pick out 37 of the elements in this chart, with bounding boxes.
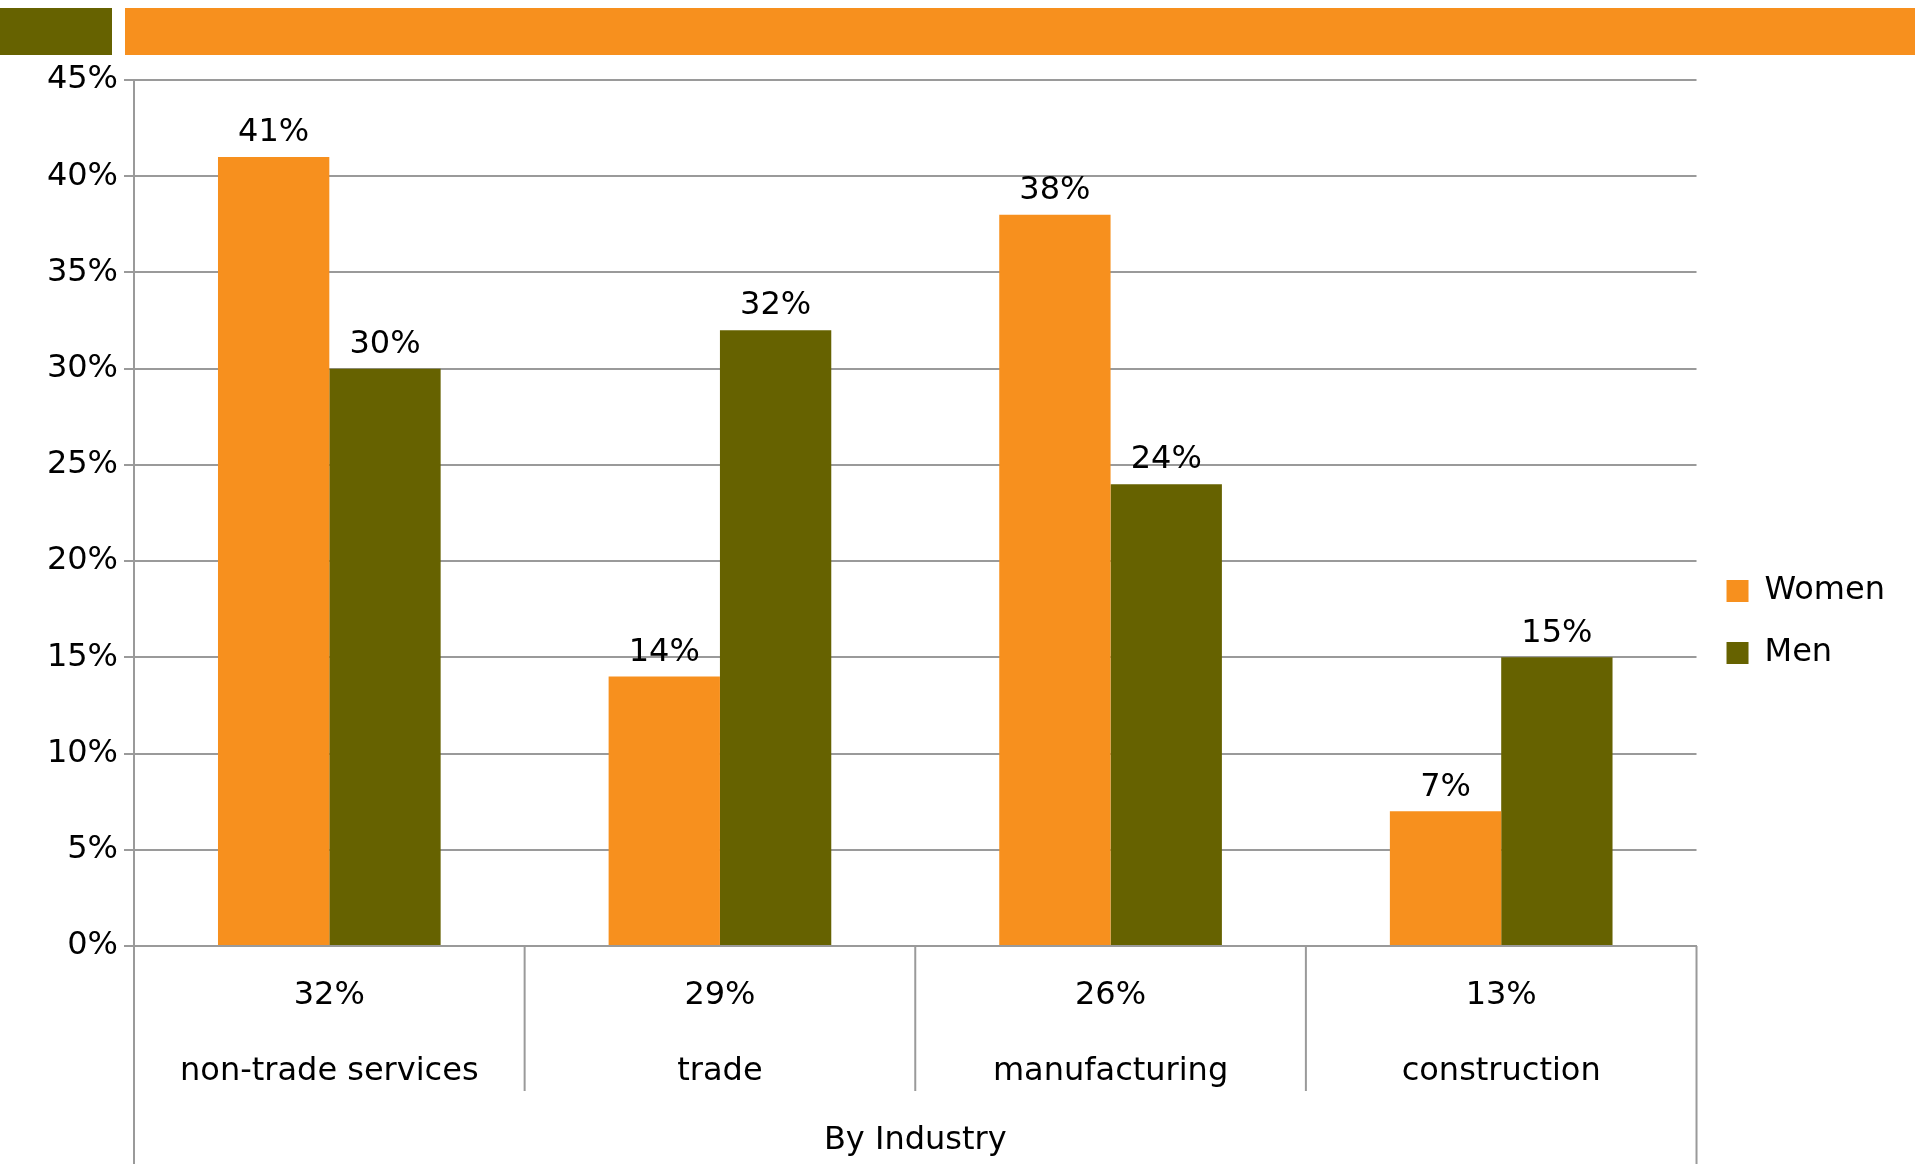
y-tick-label: 30%: [46, 346, 118, 385]
text: 26%: [1075, 974, 1147, 1013]
data-label: 32%: [740, 284, 812, 323]
y-tick-label: 35%: [46, 250, 118, 289]
data-label: 14%: [628, 630, 700, 669]
data-label: 41%: [238, 111, 310, 150]
y-tick-label: 5%: [67, 828, 118, 867]
bar: [1110, 484, 1222, 945]
text: 29%: [684, 974, 756, 1013]
y-tick-label: 40%: [46, 154, 118, 193]
bar: [999, 214, 1111, 945]
text: 13%: [1465, 974, 1537, 1013]
x-tick-label: trade: [677, 1049, 763, 1088]
x-axis-title: By Industry: [823, 1119, 1007, 1158]
x-tick-label: manufacturing: [992, 1049, 1229, 1088]
y-tick-label: 0%: [67, 924, 118, 963]
data-label: 15%: [1521, 611, 1593, 650]
text: 32%: [293, 974, 365, 1013]
bar: [608, 676, 720, 945]
bar: [719, 330, 832, 945]
bar: [1501, 657, 1613, 945]
bar: [1389, 811, 1502, 945]
x-tick-label: non-trade services: [180, 1049, 479, 1088]
legend-label: Women: [1764, 569, 1885, 608]
bar: [329, 368, 441, 945]
data-label: 30%: [349, 322, 421, 361]
y-tick-label: 25%: [46, 443, 118, 482]
data-label: 38%: [1019, 169, 1091, 208]
x-tick-label: construction: [1401, 1049, 1601, 1088]
data-label: 7%: [1420, 765, 1471, 804]
y-tick-label: 20%: [46, 539, 118, 578]
legend-label: Men: [1764, 631, 1833, 670]
y-tick-label: 10%: [46, 731, 118, 770]
data-label: 24%: [1130, 438, 1202, 477]
y-tick-label: 15%: [46, 635, 118, 674]
y-tick-label: 45%: [46, 58, 118, 97]
bar: [217, 156, 330, 945]
